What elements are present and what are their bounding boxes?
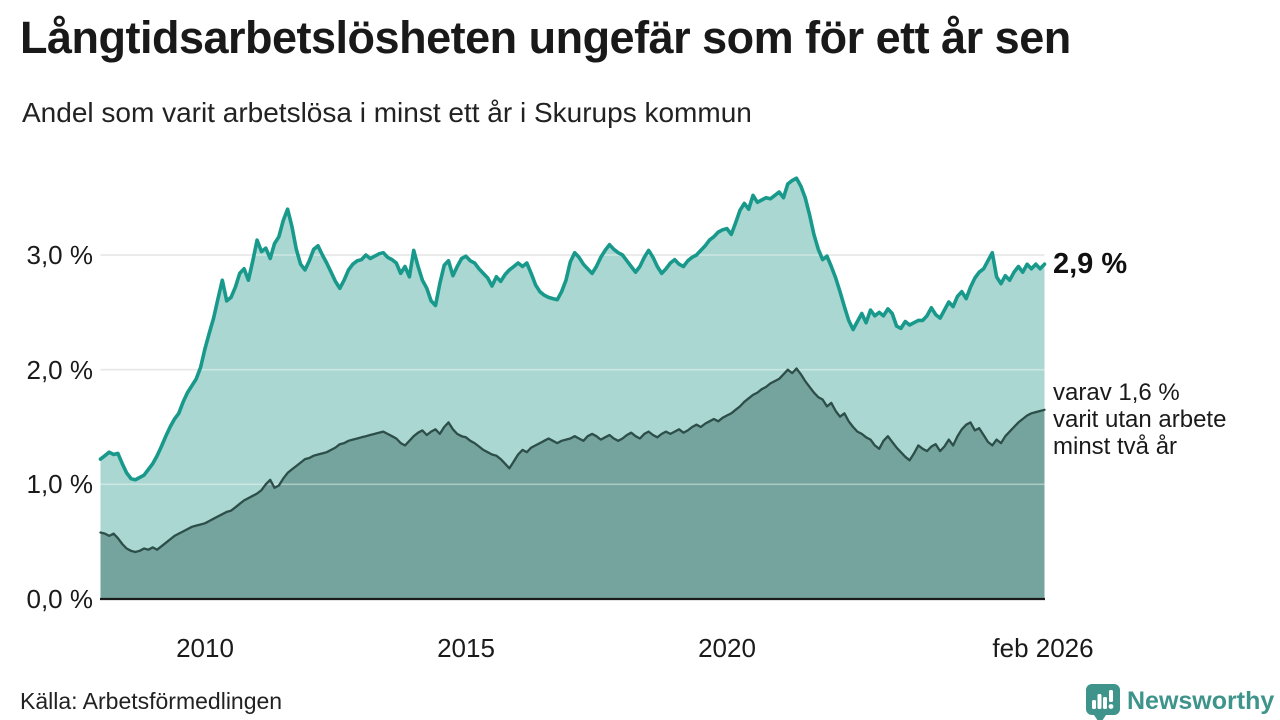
secondary-note-line3: minst två år — [1053, 433, 1178, 460]
x-tick-2015: 2015 — [437, 633, 495, 663]
area-one-year — [100, 178, 1045, 552]
newsworthy-logo: Newsworthy — [1086, 684, 1274, 720]
line-one-year — [98, 176, 1047, 482]
area-two-years — [100, 368, 1045, 599]
source-note: Källa: Arbetsförmedlingen — [20, 688, 283, 714]
page-title: Långtidsarbetslösheten ungefär som för e… — [20, 12, 1071, 63]
line-two-years — [99, 367, 1046, 554]
newsworthy-wordmark: Newsworthy — [1127, 687, 1275, 715]
y-tick-1: 1,0 % — [26, 469, 94, 499]
x-tick-2010: 2010 — [176, 633, 234, 663]
secondary-note-line1: varav 1,6 % — [1053, 379, 1180, 406]
page-subtitle: Andel som varit arbetslösa i minst ett å… — [22, 97, 752, 128]
secondary-note-line2: varit utan arbete — [1053, 406, 1227, 433]
y-tick-0: 0,0 % — [26, 584, 94, 614]
y-tick-2: 2,0 % — [26, 355, 94, 385]
x-tick-feb-2026: feb 2026 — [992, 633, 1094, 663]
newsworthy-bubble-chart-icon — [1086, 684, 1120, 720]
latest-value-label: 2,9 % — [1053, 248, 1128, 280]
y-tick-3: 3,0 % — [26, 240, 94, 270]
x-tick-2020: 2020 — [698, 633, 756, 663]
secondary-series-note: varav 1,6 % varit utan arbete minst två … — [1053, 379, 1226, 460]
